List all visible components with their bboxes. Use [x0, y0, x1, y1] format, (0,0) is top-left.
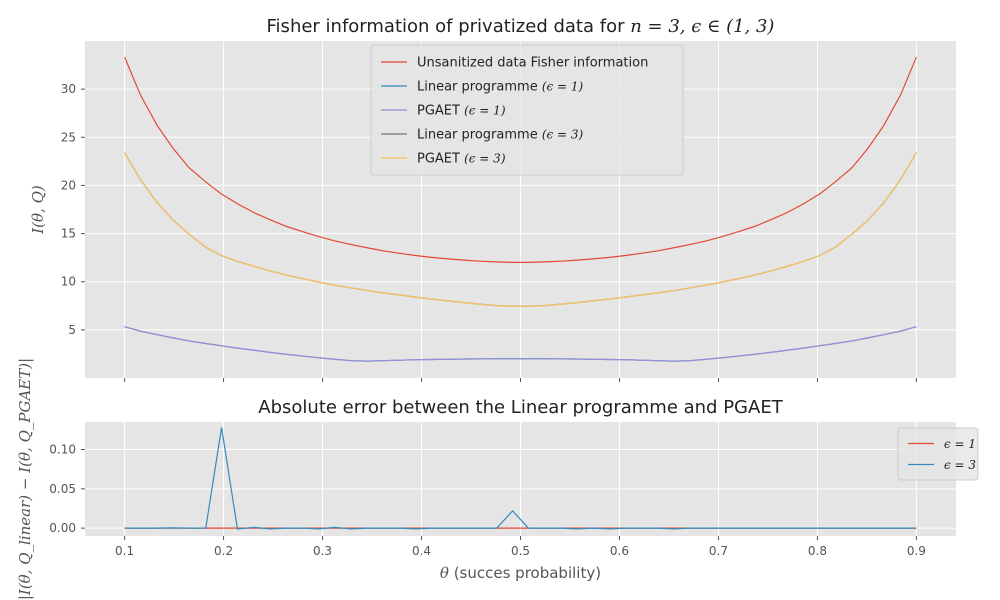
fisher-information-plot: 5 10 15 20 25 30 Fisher information of privati… — [29, 16, 956, 382]
absolute-error-plot: 0.1 0.2 0.3 0.4 0.5 0.6 0.7 0.8 0.9 0.00 0.05 0.10 A… — [16, 358, 979, 600]
x-tick-label: 0.7 — [709, 544, 728, 558]
y-tick-label: 0.05 — [49, 482, 76, 496]
x-tick-label: 0.5 — [511, 544, 530, 558]
x-tick-label: 0.6 — [610, 544, 629, 558]
x-tick-label: 0.9 — [907, 544, 926, 558]
y-axis-label: |I(θ, Q_linear) − I(θ, Q_PGAET)| — [16, 358, 34, 600]
series-line-1 — [124, 427, 917, 530]
x-tick-label: 0.4 — [412, 544, 431, 558]
legend-label: PGAET (ϵ = 3) — [417, 152, 506, 167]
legend: Unsanitized data Fisher information Linea… — [370, 44, 684, 176]
y-axis-label: I(θ, Q) — [29, 185, 47, 235]
y-tick-label: 30 — [61, 82, 76, 96]
y-tick-label: 5 — [68, 323, 76, 337]
legend-label: Linear programme (ϵ = 3) — [417, 128, 584, 143]
legend-label: ϵ = 1 — [944, 437, 976, 451]
legend: ϵ = 1 ϵ = 3 — [897, 427, 979, 481]
legend-label: PGAET (ϵ = 1) — [417, 104, 506, 119]
y-tick-label: 25 — [61, 130, 76, 144]
legend-label: Unsanitized data Fisher information — [417, 56, 648, 71]
legend-label: Linear programme (ϵ = 1) — [417, 80, 584, 95]
x-tick-label: 0.1 — [115, 544, 134, 558]
series-line-0 — [124, 56, 917, 263]
y-tick-label: 20 — [61, 178, 76, 192]
y-tick-label: 0.10 — [49, 443, 76, 457]
x-tick-label: 0.2 — [214, 544, 233, 558]
series-line-4 — [124, 152, 917, 307]
legend-label: ϵ = 3 — [944, 458, 976, 472]
y-tick-label: 15 — [61, 227, 76, 241]
x-axis-label: θ (succes probability) — [440, 564, 601, 582]
series-line-2 — [124, 326, 917, 362]
y-tick-label: 10 — [61, 275, 76, 289]
chart-title: Absolute error between the Linear progra… — [258, 397, 783, 418]
y-tick-label: 0.00 — [49, 521, 76, 535]
chart-title: Fisher information of privatized data fo… — [267, 16, 775, 37]
x-tick-label: 0.3 — [313, 544, 332, 558]
x-tick-label: 0.8 — [808, 544, 827, 558]
